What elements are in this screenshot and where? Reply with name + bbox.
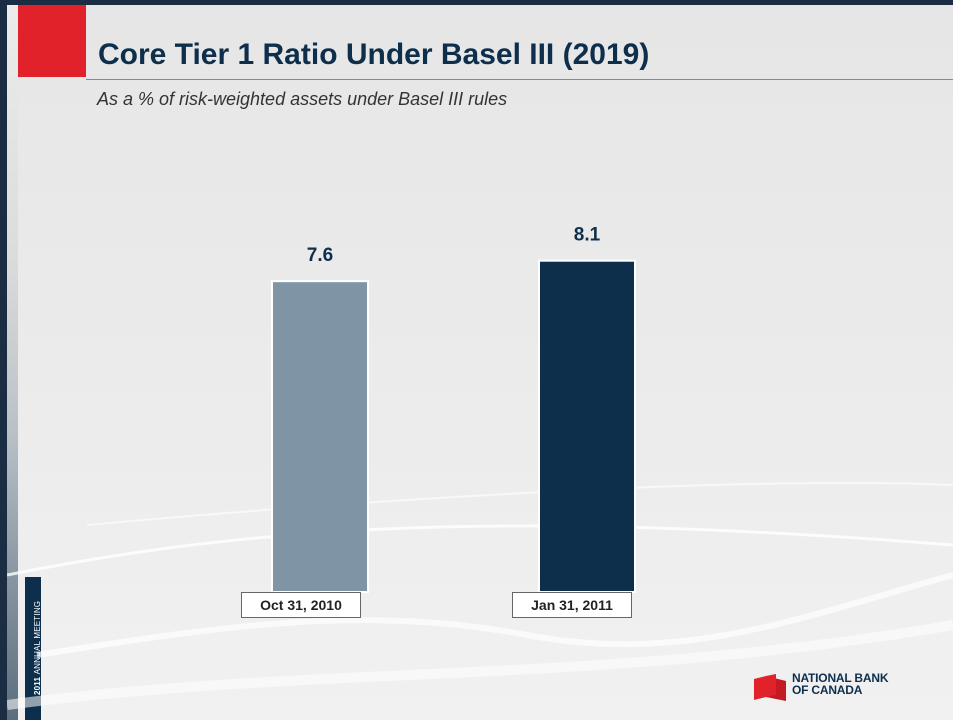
- slide-subtitle: As a % of risk-weighted assets under Bas…: [97, 89, 508, 109]
- bar-oct-2010: [271, 280, 369, 593]
- slide: 2011 ANNUAL MEETING Core Tier 1 Ratio Un…: [7, 5, 953, 720]
- value-label-oct-2010: 7.6: [307, 245, 333, 266]
- red-corner-accent: [18, 5, 86, 77]
- x-label-jan-2011: Jan 31, 2011: [512, 592, 632, 618]
- title-divider: [86, 79, 953, 80]
- background-swooshes: [7, 482, 953, 710]
- bank-name-line1: NATIONAL BANK: [792, 671, 889, 685]
- slide-title: Core Tier 1 Ratio Under Basel III (2019): [98, 38, 650, 71]
- bank-logo-text: NATIONAL BANK OF CANADA: [792, 672, 888, 696]
- value-label-jan-2011: 8.1: [574, 225, 601, 246]
- side-label-bar: [25, 577, 41, 720]
- bar-chart: 7.6 8.1: [271, 225, 636, 594]
- bank-name-line2: OF CANADA: [792, 683, 863, 697]
- x-label-oct-2010: Oct 31, 2010: [241, 592, 361, 618]
- left-gradient-strip: [7, 5, 18, 720]
- bank-logo-mark: [754, 674, 786, 701]
- bank-logo: NATIONAL BANK OF CANADA: [752, 670, 902, 710]
- bar-jan-2011: [538, 259, 636, 594]
